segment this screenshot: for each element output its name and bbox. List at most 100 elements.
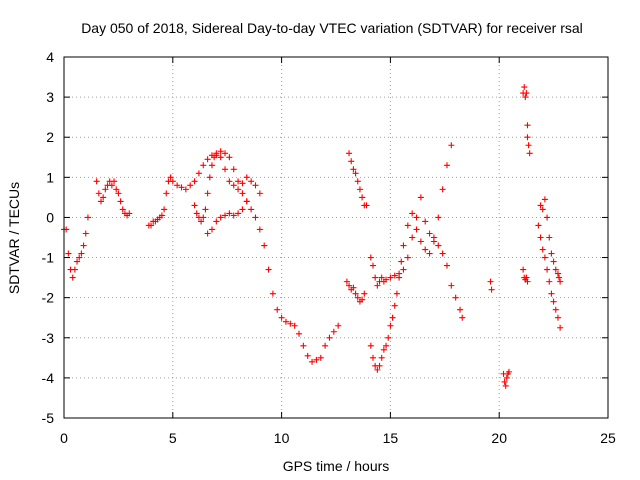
data-point <box>398 258 405 265</box>
data-point <box>385 334 392 341</box>
data-point <box>217 148 224 155</box>
data-point <box>126 210 133 217</box>
plot-frame <box>63 56 609 419</box>
data-point <box>239 180 246 187</box>
data-point <box>521 84 528 91</box>
data-point <box>505 368 512 375</box>
data-point <box>269 290 276 297</box>
data-point <box>158 212 165 219</box>
data-point <box>422 246 429 253</box>
data-point <box>239 206 246 213</box>
data-point <box>552 266 559 273</box>
data-point <box>354 294 361 301</box>
data-point <box>322 342 329 349</box>
data-point <box>202 206 209 213</box>
data-points <box>61 84 564 389</box>
data-point <box>108 182 115 189</box>
data-point <box>548 250 555 257</box>
data-point <box>501 378 508 385</box>
data-point <box>111 178 118 185</box>
series-s8 <box>367 254 390 289</box>
data-point <box>376 362 383 369</box>
data-point <box>93 178 100 185</box>
data-point <box>546 278 553 285</box>
data-point <box>313 356 320 363</box>
data-point <box>359 194 366 201</box>
x-tick-label: 25 <box>600 430 616 446</box>
y-tick-label: -4 <box>42 370 55 386</box>
data-point <box>204 190 211 197</box>
data-point <box>278 314 285 321</box>
y-axis-label: SDTVAR / TECUs <box>6 182 22 294</box>
data-point <box>226 154 233 161</box>
data-point <box>400 266 407 273</box>
data-point <box>435 214 442 221</box>
data-point <box>367 342 374 349</box>
data-point <box>252 182 259 189</box>
data-point <box>102 186 109 193</box>
data-point <box>119 206 126 213</box>
series-s6 <box>343 278 368 305</box>
data-point <box>113 186 120 193</box>
grid-lines <box>64 57 608 418</box>
series-s5 <box>204 198 250 237</box>
data-point <box>330 328 337 335</box>
data-point <box>222 166 229 173</box>
data-point <box>439 250 446 257</box>
data-point <box>74 258 81 265</box>
data-point <box>556 274 563 281</box>
series-s13 <box>520 266 531 285</box>
data-point <box>554 314 561 321</box>
data-point <box>524 134 531 141</box>
y-tick-label: -5 <box>42 410 55 426</box>
data-point <box>426 230 433 237</box>
data-point <box>100 194 107 201</box>
y-tick-label: -3 <box>42 330 55 346</box>
data-point <box>526 150 533 157</box>
data-point <box>304 352 311 359</box>
data-point <box>248 178 255 185</box>
data-point <box>226 210 233 217</box>
x-tick-label: 10 <box>274 430 290 446</box>
data-point <box>459 314 466 321</box>
data-point <box>520 266 527 273</box>
data-point <box>422 218 429 225</box>
data-point <box>409 234 416 241</box>
data-point <box>452 294 459 301</box>
data-point <box>200 162 207 169</box>
data-point <box>182 186 189 193</box>
data-point <box>204 230 211 237</box>
data-point <box>350 284 357 291</box>
series-s11 <box>487 278 495 293</box>
data-point <box>191 202 198 209</box>
data-point <box>354 178 361 185</box>
data-point <box>193 210 200 217</box>
data-point <box>239 190 246 197</box>
data-point <box>487 278 494 285</box>
data-point <box>374 366 381 373</box>
data-point <box>76 254 83 261</box>
axis-ticks <box>63 56 609 419</box>
y-tick-label: -1 <box>42 250 55 266</box>
data-point <box>387 274 394 281</box>
y-tick-label: 0 <box>46 209 54 225</box>
data-point <box>187 182 194 189</box>
data-point <box>548 290 555 297</box>
data-point <box>163 190 170 197</box>
data-point <box>350 166 357 173</box>
data-point <box>378 354 385 361</box>
data-point <box>352 170 359 177</box>
data-point <box>317 354 324 361</box>
data-point <box>198 218 205 225</box>
data-point <box>443 162 450 169</box>
data-point <box>557 278 564 285</box>
data-point <box>550 298 557 305</box>
data-point <box>82 230 89 237</box>
data-point <box>448 142 455 149</box>
data-point <box>230 212 237 219</box>
data-point <box>541 254 548 261</box>
data-point <box>417 238 424 245</box>
data-point <box>387 322 394 329</box>
data-point <box>274 306 281 313</box>
data-point <box>282 318 289 325</box>
